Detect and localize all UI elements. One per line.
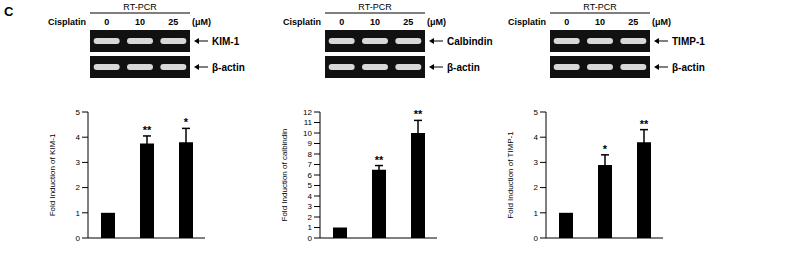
svg-text:(μM): (μM) [652,17,671,27]
svg-text:3: 3 [534,158,539,167]
svg-text:RT-PCR: RT-PCR [358,2,392,12]
svg-text:**: ** [143,124,152,136]
svg-text:10: 10 [135,17,145,27]
svg-text:1: 1 [76,209,81,218]
svg-text:Fold Induction of calbindin: Fold Induction of calbindin [280,129,289,222]
svg-text:25: 25 [403,17,413,27]
svg-text:TIMP-1: TIMP-1 [672,36,705,47]
svg-text:11: 11 [304,118,313,127]
svg-text:1: 1 [308,223,313,232]
svg-text:7: 7 [308,160,313,169]
svg-text:*: * [184,116,189,128]
svg-text:2: 2 [534,183,539,192]
svg-text:β-actin: β-actin [447,62,480,73]
svg-text:0: 0 [104,17,109,27]
svg-text:5: 5 [308,181,313,190]
svg-text:*: * [603,143,608,155]
svg-text:3: 3 [308,202,313,211]
svg-text:2: 2 [308,213,313,222]
svg-text:**: ** [640,118,649,130]
svg-text:C: C [8,4,14,19]
svg-text:**: ** [414,108,423,120]
svg-text:5: 5 [534,108,539,117]
svg-text:25: 25 [168,17,178,27]
svg-text:2: 2 [76,183,81,192]
svg-text:0: 0 [339,17,344,27]
svg-text:0: 0 [534,234,539,243]
svg-text:(μM): (μM) [427,17,446,27]
svg-text:β-actin: β-actin [672,62,705,73]
svg-text:5: 5 [76,108,81,117]
svg-text:8: 8 [308,150,313,159]
svg-text:Cisplatin: Cisplatin [283,17,321,27]
svg-text:Calbindin: Calbindin [447,36,493,47]
svg-text:Fold Induction of KIM-1: Fold Induction of KIM-1 [48,133,57,216]
svg-text:10: 10 [370,17,380,27]
svg-text:4: 4 [308,192,313,201]
svg-text:1: 1 [534,209,539,218]
svg-text:**: ** [375,154,384,166]
svg-text:10: 10 [595,17,605,27]
svg-text:0: 0 [564,17,569,27]
svg-text:25: 25 [628,17,638,27]
svg-text:4: 4 [534,133,539,142]
svg-text:4: 4 [76,133,81,142]
svg-text:RT-PCR: RT-PCR [583,2,617,12]
svg-text:9: 9 [308,139,313,148]
svg-text:6: 6 [308,171,313,180]
svg-text:Cisplatin: Cisplatin [48,17,86,27]
svg-text:3: 3 [76,158,81,167]
svg-text:Fold Induction of TIMP-1: Fold Induction of TIMP-1 [506,131,515,219]
svg-text:0: 0 [308,234,313,243]
svg-text:Cisplatin: Cisplatin [508,17,546,27]
svg-text:β-actin: β-actin [212,62,245,73]
svg-text:10: 10 [303,129,312,138]
svg-text:12: 12 [303,108,312,117]
svg-text:KIM-1: KIM-1 [212,36,240,47]
svg-text:(μM): (μM) [192,17,211,27]
svg-text:0: 0 [76,234,81,243]
svg-text:RT-PCR: RT-PCR [123,2,157,12]
